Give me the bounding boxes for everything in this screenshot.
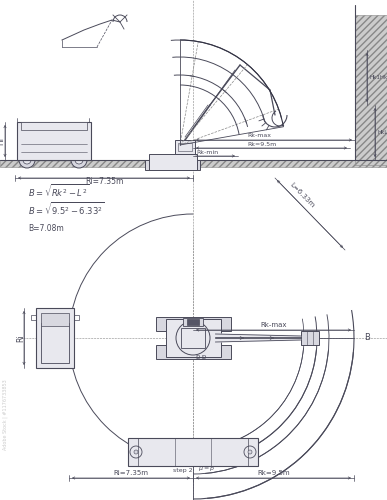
Text: $B=\sqrt{Rk^2-L^2}$: $B=\sqrt{Rk^2-L^2}$ bbox=[28, 182, 89, 200]
Bar bbox=[187, 319, 199, 325]
Text: Rk=9.5m: Rk=9.5m bbox=[257, 470, 290, 476]
Text: Hi: Hi bbox=[0, 137, 5, 145]
Polygon shape bbox=[216, 334, 300, 342]
Bar bbox=[175, 140, 195, 154]
Bar bbox=[178, 143, 192, 151]
Bar bbox=[149, 154, 197, 170]
Text: Rk-min: Rk-min bbox=[196, 150, 218, 155]
Text: $B=\sqrt{9.5^2-6.33^2}$: $B=\sqrt{9.5^2-6.33^2}$ bbox=[28, 200, 104, 218]
Circle shape bbox=[19, 152, 35, 168]
Bar bbox=[145, 160, 200, 170]
Text: Rk=9.5m: Rk=9.5m bbox=[247, 142, 276, 147]
Text: HkL: HkL bbox=[377, 130, 387, 135]
Bar bbox=[41, 323, 69, 363]
Text: Rk-max: Rk-max bbox=[247, 133, 271, 138]
Circle shape bbox=[75, 156, 83, 164]
Bar bbox=[166, 319, 221, 357]
Bar bbox=[17, 122, 91, 160]
Bar bbox=[21, 122, 87, 130]
Bar bbox=[300, 331, 319, 345]
Bar bbox=[156, 345, 231, 359]
Bar bbox=[183, 318, 203, 326]
Bar bbox=[156, 317, 231, 331]
Text: Ri: Ri bbox=[17, 334, 26, 342]
Text: Ri=7.35m: Ri=7.35m bbox=[113, 470, 149, 476]
Text: B=7.08m: B=7.08m bbox=[28, 224, 64, 233]
Text: Hk1Hk: Hk1Hk bbox=[369, 75, 387, 80]
Text: L=6.33m: L=6.33m bbox=[289, 182, 315, 209]
Bar bbox=[0, 160, 387, 167]
Bar bbox=[355, 15, 387, 165]
Bar bbox=[128, 438, 258, 466]
Text: Adobe Stock | #1176733853: Adobe Stock | #1176733853 bbox=[3, 379, 9, 450]
Circle shape bbox=[248, 450, 252, 454]
Bar bbox=[31, 315, 36, 320]
Bar bbox=[74, 315, 79, 320]
Bar bbox=[181, 328, 205, 348]
Bar bbox=[41, 313, 69, 326]
Bar bbox=[36, 308, 74, 368]
Text: Rk-max: Rk-max bbox=[260, 322, 287, 328]
Circle shape bbox=[134, 450, 138, 454]
Circle shape bbox=[71, 152, 87, 168]
Text: step 2: step 2 bbox=[173, 468, 193, 473]
Text: $\mu=p$: $\mu=p$ bbox=[198, 465, 216, 473]
Text: p-p: p-p bbox=[195, 354, 207, 360]
Text: Ri=7.35m: Ri=7.35m bbox=[85, 177, 123, 186]
Text: B: B bbox=[364, 334, 370, 342]
Circle shape bbox=[23, 156, 31, 164]
